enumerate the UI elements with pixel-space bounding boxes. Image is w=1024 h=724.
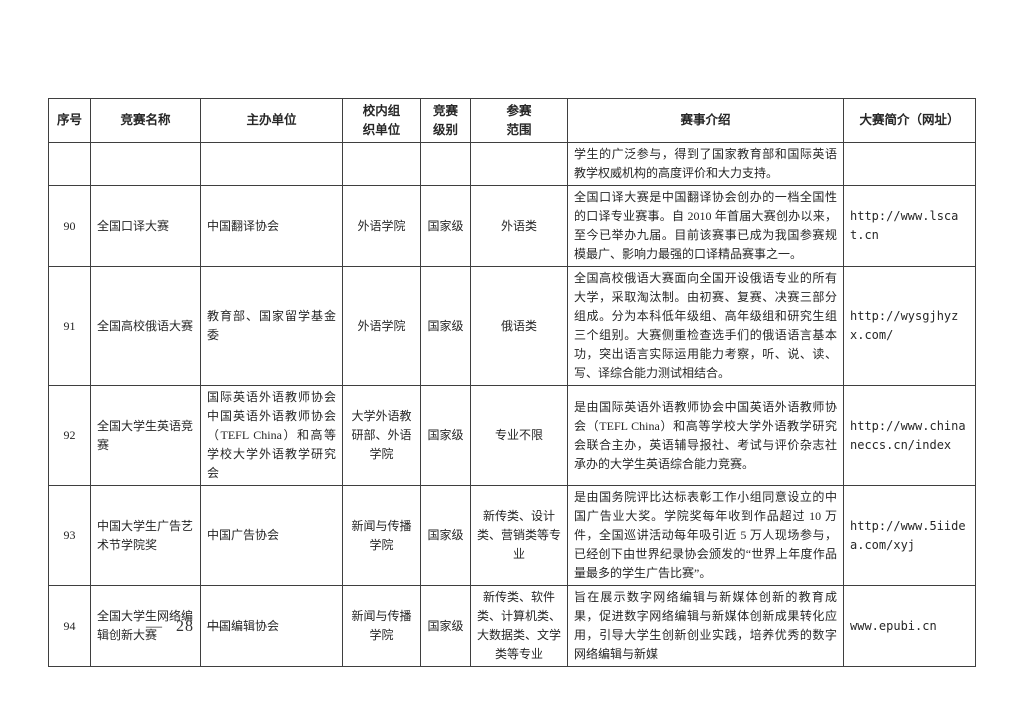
- page-number: — 28 —: [146, 618, 224, 635]
- cell-organizer: 中国编辑协会: [200, 585, 343, 667]
- col-header-scope: 参赛 范围: [470, 98, 568, 143]
- cell-organizer: 中国翻译协会: [200, 185, 343, 267]
- cell-scope: 专业不限: [470, 385, 568, 486]
- cell-serial: [48, 142, 91, 186]
- cell-scope: 外语类: [470, 185, 568, 267]
- cell-intro: 是由国际英语外语教师协会中国英语外语教师协会（TEFL China）和高等学校大…: [567, 385, 844, 486]
- cell-scope: 俄语类: [470, 266, 568, 386]
- cell-website: [843, 142, 976, 186]
- table-row-94: 94 全国大学生网络编辑创新大赛 中国编辑协会 新闻与传播学院 国家级 新传类、…: [48, 585, 976, 667]
- table-row-continuation: 学生的广泛参与，得到了国家教育部和国际英语教学权威机构的高度评价和大力支持。: [48, 142, 976, 186]
- competition-table: 序号 竞赛名称 主办单位 校内组 织单位 竞赛 级别 参赛 范围 赛事介绍 大赛…: [48, 98, 976, 667]
- cell-campus-unit: [342, 142, 421, 186]
- col-header-level: 竞赛 级别: [420, 98, 471, 143]
- cell-website: http://www.chinaneccs.cn/index: [843, 385, 976, 486]
- cell-competition-name: 全国口译大赛: [90, 185, 201, 267]
- table-header-row: 序号 竞赛名称 主办单位 校内组 织单位 竞赛 级别 参赛 范围 赛事介绍 大赛…: [48, 98, 976, 143]
- table-row-91: 91 全国高校俄语大赛 教育部、国家留学基金委 外语学院 国家级 俄语类 全国高…: [48, 266, 976, 386]
- cell-serial: 91: [48, 266, 91, 386]
- cell-level: 国家级: [420, 385, 471, 486]
- cell-level: 国家级: [420, 185, 471, 267]
- col-header-competition-name: 竞赛名称: [90, 98, 201, 143]
- cell-scope: 新传类、设计类、营销类等专业: [470, 485, 568, 586]
- cell-intro: 全国高校俄语大赛面向全国开设俄语专业的所有大学，采取淘汰制。由初赛、复赛、决赛三…: [567, 266, 844, 386]
- cell-website: http://www.lscat.cn: [843, 185, 976, 267]
- cell-campus-unit: 新闻与传播学院: [342, 485, 421, 586]
- cell-organizer: 教育部、国家留学基金委: [200, 266, 343, 386]
- cell-organizer: 国际英语外语教师协会中国英语外语教师协会（TEFL China）和高等学校大学外…: [200, 385, 343, 486]
- col-header-organizer: 主办单位: [200, 98, 343, 143]
- col-header-campus-unit: 校内组 织单位: [342, 98, 421, 143]
- cell-serial: 90: [48, 185, 91, 267]
- cell-competition-name: [90, 142, 201, 186]
- col-header-serial: 序号: [48, 98, 91, 143]
- cell-campus-unit: 外语学院: [342, 185, 421, 267]
- cell-serial: 93: [48, 485, 91, 586]
- table-row-90: 90 全国口译大赛 中国翻译协会 外语学院 国家级 外语类 全国口译大赛是中国翻…: [48, 185, 976, 267]
- cell-level: [420, 142, 471, 186]
- cell-intro: 是由国务院评比达标表彰工作小组同意设立的中国广告业大奖。学院奖每年收到作品超过 …: [567, 485, 844, 586]
- table-row-92: 92 全国大学生英语竞赛 国际英语外语教师协会中国英语外语教师协会（TEFL C…: [48, 385, 976, 486]
- cell-level: 国家级: [420, 266, 471, 386]
- cell-competition-name: 中国大学生广告艺术节学院奖: [90, 485, 201, 586]
- table-row-93: 93 中国大学生广告艺术节学院奖 中国广告协会 新闻与传播学院 国家级 新传类、…: [48, 485, 976, 586]
- cell-website: http://www.5iidea.com/xyj: [843, 485, 976, 586]
- cell-competition-name: 全国高校俄语大赛: [90, 266, 201, 386]
- cell-scope: 新传类、软件类、计算机类、大数据类、文学类等专业: [470, 585, 568, 667]
- cell-scope: [470, 142, 568, 186]
- cell-level: 国家级: [420, 485, 471, 586]
- cell-competition-name: 全国大学生英语竞赛: [90, 385, 201, 486]
- col-header-intro: 赛事介绍: [567, 98, 844, 143]
- cell-serial: 94: [48, 585, 91, 667]
- cell-campus-unit: 新闻与传播学院: [342, 585, 421, 667]
- cell-intro: 旨在展示数字网络编辑与新媒体创新的教育成果，促进数字网络编辑与新媒体创新成果转化…: [567, 585, 844, 667]
- cell-campus-unit: 大学外语教研部、外语学院: [342, 385, 421, 486]
- cell-level: 国家级: [420, 585, 471, 667]
- cell-intro: 全国口译大赛是中国翻译协会创办的一档全国性的口译专业赛事。自 2010 年首届大…: [567, 185, 844, 267]
- cell-organizer: [200, 142, 343, 186]
- cell-website: http://wysgjhyzx.com/: [843, 266, 976, 386]
- cell-campus-unit: 外语学院: [342, 266, 421, 386]
- col-header-website: 大赛简介（网址）: [843, 98, 976, 143]
- cell-intro: 学生的广泛参与，得到了国家教育部和国际英语教学权威机构的高度评价和大力支持。: [567, 142, 844, 186]
- cell-serial: 92: [48, 385, 91, 486]
- cell-competition-name: 全国大学生网络编辑创新大赛: [90, 585, 201, 667]
- cell-organizer: 中国广告协会: [200, 485, 343, 586]
- cell-website: www.epubi.cn: [843, 585, 976, 667]
